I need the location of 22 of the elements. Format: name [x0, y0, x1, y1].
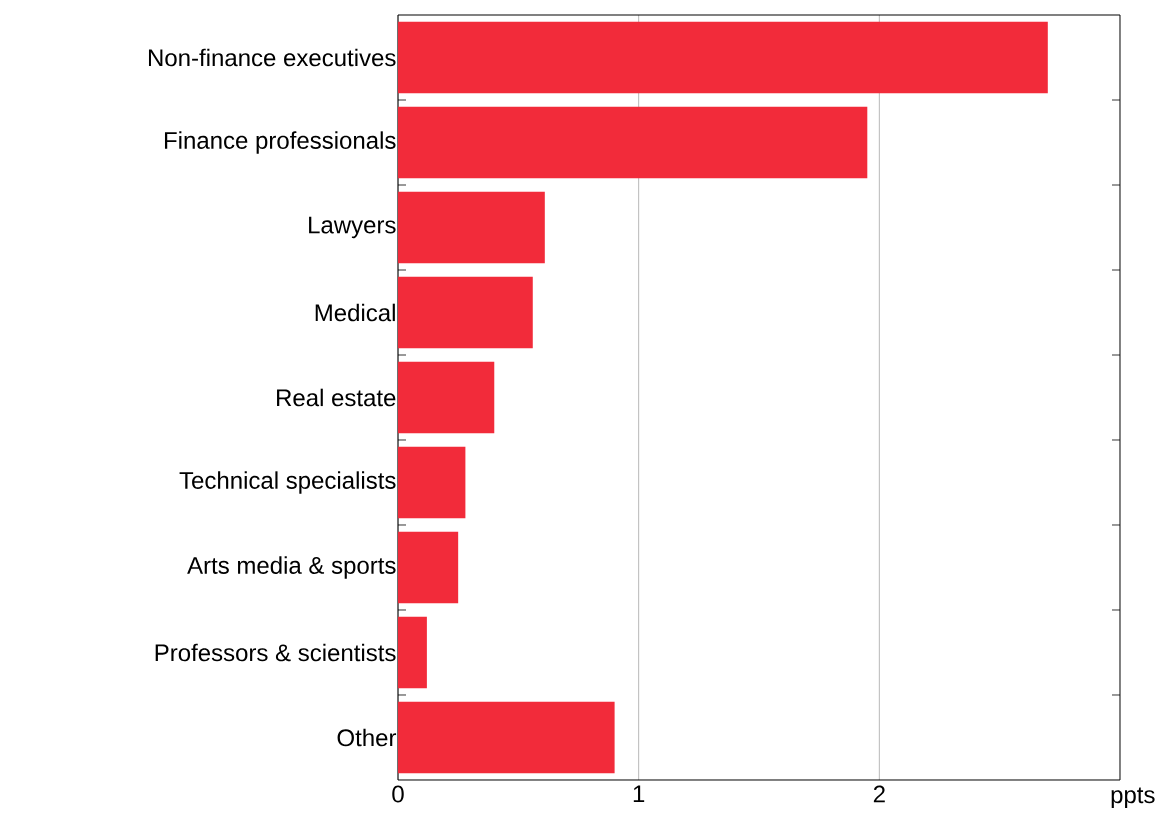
bar [398, 446, 466, 519]
y-tick-label: Arts media & sports [187, 556, 396, 579]
bar [398, 106, 868, 179]
bar [398, 361, 495, 434]
y-tick-label: Medical [315, 303, 395, 322]
bar [398, 276, 533, 349]
x-tick-label: 2 [873, 785, 885, 803]
bar [398, 531, 459, 604]
x-tick-label: 0 [392, 785, 404, 803]
x-axis-title: ppts [1111, 787, 1155, 809]
y-tick-label: Other [337, 728, 397, 747]
y-tick-label: Lawyers [309, 216, 396, 239]
bar [398, 616, 427, 689]
y-tick-label: Non-finance executives [148, 48, 396, 67]
bar [398, 191, 545, 264]
y-tick-label: Professors & scientists [155, 643, 396, 662]
y-tick-label: Real estate [277, 388, 396, 407]
bar [398, 701, 615, 774]
x-tick-label: 1 [633, 785, 645, 803]
y-tick-label: Finance professionals [164, 131, 396, 154]
y-tick-label: Technical specialists [179, 471, 396, 494]
bar [398, 21, 1048, 94]
